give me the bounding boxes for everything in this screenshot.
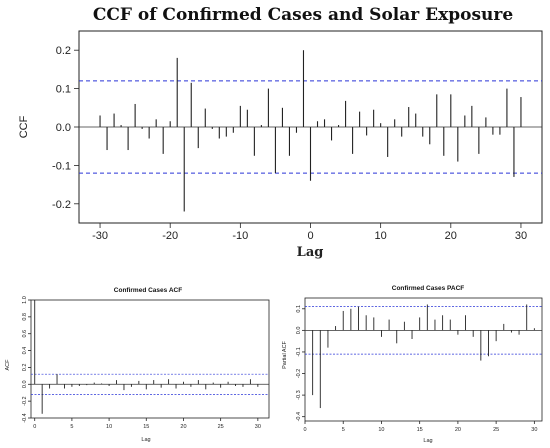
ccf-xtick-label: 30 [515, 230, 527, 242]
pacf-ylabel: Partial ACF [282, 340, 288, 368]
pacf-ytick-label: -0.1 [296, 347, 302, 356]
acf-ytick-label: 0.2 [22, 364, 28, 372]
pacf-confidence-band [305, 306, 542, 355]
acf-chart: Confirmed Cases ACF 1.0 0.8 0.6 0.4 0.2 0.0 -0… [5, 287, 270, 443]
ccf-xtick-label: 20 [445, 230, 457, 242]
pacf-ytick-label: 0.1 [296, 305, 302, 313]
acf-y-axis: 1.0 0.8 0.6 0.4 0.2 0.0 -0.2 -0.4 [22, 296, 31, 423]
acf-xtick-label: 15 [143, 424, 149, 430]
ccf-xlabel: Lag [297, 245, 324, 260]
ccf-ylabel: CCF [18, 115, 30, 138]
ccf-bars [99, 50, 522, 212]
acf-ytick-label: -0.2 [22, 396, 28, 405]
ccf-y-axis: 0.2 0.1 0.0 -0.1 -0.2 [52, 45, 79, 211]
acf-xlabel: Lag [141, 437, 150, 443]
acf-ytick-label: 0.0 [22, 380, 28, 388]
ccf-ytick-label: -0.2 [52, 199, 71, 211]
pacf-xtick-label: 25 [493, 427, 499, 433]
pacf-ytick-label: -0.4 [296, 412, 302, 421]
ccf-x-axis: -30 -20 -10 0 10 20 30 [92, 223, 527, 242]
ccf-ytick-label: 0.1 [56, 84, 71, 96]
acf-xtick-label: 0 [33, 424, 36, 430]
pacf-chart: Confirmed Cases PACF 0.1 0.0 -0.1 -0.2 -0.3 -… [282, 285, 543, 444]
acf-ytick-label: 0.8 [22, 313, 28, 321]
acf-title: Confirmed Cases ACF [114, 287, 182, 294]
pacf-title: Confirmed Cases PACF [392, 285, 465, 292]
pacf-ytick-label: -0.2 [296, 369, 302, 378]
acf-ylabel: ACF [5, 359, 11, 371]
acf-xtick-label: 25 [218, 424, 224, 430]
acf-xtick-label: 20 [180, 424, 186, 430]
pacf-ytick-label: -0.3 [296, 390, 302, 399]
ccf-xtick-label: -20 [162, 230, 178, 242]
pacf-xtick-label: 30 [531, 427, 537, 433]
acf-x-axis: 0 5 10 15 20 25 30 [33, 418, 261, 430]
pacf-x-axis: 0 5 10 15 20 25 30 [303, 421, 537, 433]
acf-ytick-label: 1.0 [22, 296, 28, 304]
pacf-xlabel: Lag [423, 438, 432, 444]
pacf-bars [312, 304, 535, 409]
acf-ytick-label: 0.6 [22, 330, 28, 338]
acf-bars [34, 300, 259, 414]
pacf-xtick-label: 0 [303, 427, 306, 433]
pacf-xtick-label: 20 [455, 427, 461, 433]
pacf-ytick-label: 0.0 [296, 327, 302, 335]
ccf-ytick-label: 0.0 [56, 122, 71, 134]
acf-xtick-label: 5 [70, 424, 73, 430]
ccf-ytick-label: 0.2 [56, 45, 71, 57]
pacf-xtick-label: 10 [378, 427, 384, 433]
ccf-xtick-label: 10 [375, 230, 387, 242]
ccf-ytick-label: -0.1 [52, 160, 71, 172]
ccf-xtick-label: -30 [92, 230, 108, 242]
pacf-xtick-label: 15 [417, 427, 423, 433]
ccf-title: CCF of Confirmed Cases and Solar Exposur… [93, 5, 514, 25]
pacf-plot-frame [304, 297, 543, 422]
pacf-xtick-label: 5 [342, 427, 345, 433]
ccf-chart: CCF of Confirmed Cases and Solar Exposur… [18, 5, 543, 260]
acf-xtick-label: 30 [255, 424, 261, 430]
acf-ytick-label: -0.4 [22, 413, 28, 422]
acf-confidence-band [31, 373, 269, 395]
pacf-y-axis: 0.1 0.0 -0.1 -0.2 -0.3 -0.4 [296, 305, 305, 421]
acf-plot-frame [30, 299, 270, 419]
ccf-xtick-label: 0 [307, 230, 313, 242]
acf-xtick-label: 10 [106, 424, 112, 430]
acf-ytick-label: 0.4 [22, 347, 28, 355]
ccf-xtick-label: -10 [232, 230, 248, 242]
